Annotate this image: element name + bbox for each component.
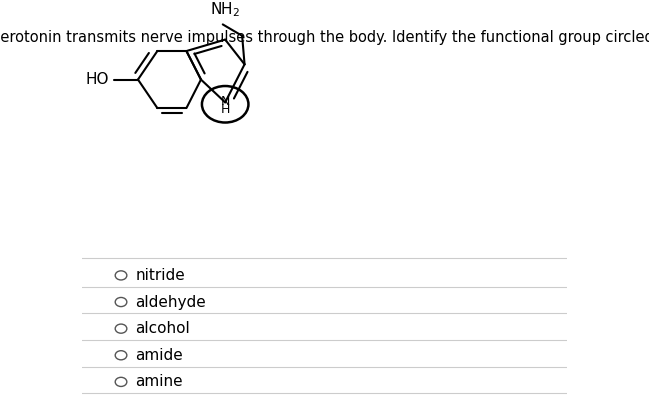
Text: amine: amine — [136, 374, 183, 389]
Text: N: N — [221, 95, 230, 109]
Text: NH$_2$: NH$_2$ — [210, 0, 240, 19]
Text: Serotonin transmits nerve impulses through the body. Identify the functional gro: Serotonin transmits nerve impulses throu… — [0, 30, 649, 45]
Text: aldehyde: aldehyde — [136, 294, 206, 310]
Text: alcohol: alcohol — [136, 321, 190, 336]
Text: HO: HO — [86, 72, 109, 87]
Text: nitride: nitride — [136, 268, 186, 283]
Text: amide: amide — [136, 348, 183, 363]
Text: H: H — [221, 103, 230, 116]
